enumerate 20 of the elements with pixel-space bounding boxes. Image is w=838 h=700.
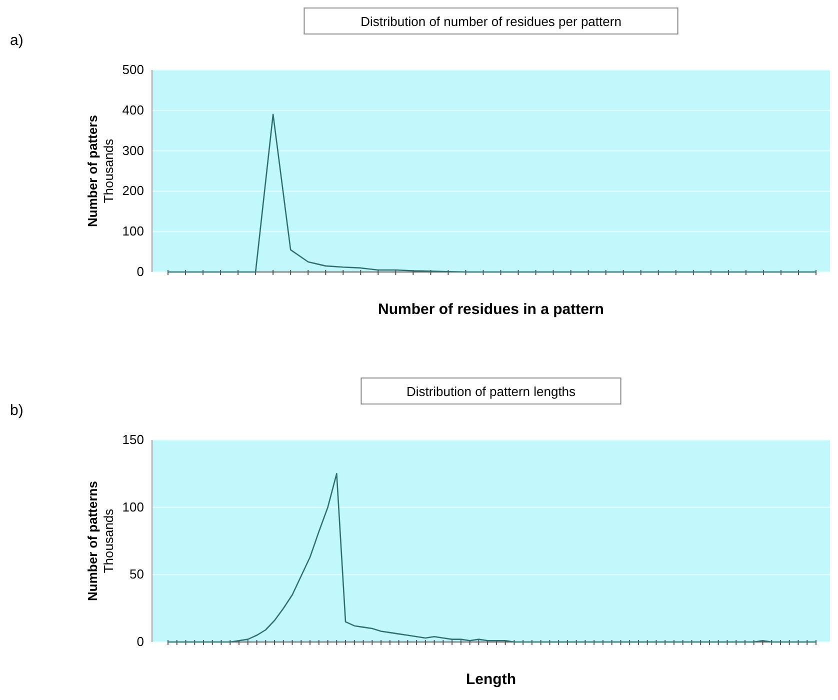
y-tick-label: 300: [122, 142, 144, 158]
y-tick-label: 50: [130, 566, 144, 582]
line-series: [167, 114, 817, 273]
line-series: [167, 473, 817, 643]
y-tick-label: 150: [122, 432, 144, 447]
y-tick-label: 400: [122, 102, 144, 118]
y-tick-label: 100: [122, 499, 144, 514]
x-axis-title: Length: [466, 671, 516, 688]
y-axis-title: Number of patterns Thousands: [85, 481, 116, 601]
y-axis-title: Number of patters Thousands: [85, 115, 116, 227]
y-tick-label: 0: [136, 634, 144, 649]
chart-title: Distribution of number of residues per pattern: [360, 14, 622, 29]
y-tick-label: 0: [136, 264, 144, 279]
y-tick-label: 100: [122, 224, 144, 239]
x-axis-title: Number of residues in a pattern: [378, 301, 604, 318]
chart-title: Distribution of pattern lengths: [406, 384, 576, 399]
y-tick-label: 200: [122, 183, 144, 198]
text: a): [10, 32, 24, 49]
text: b): [10, 402, 24, 419]
y-tick-label: 500: [122, 62, 144, 77]
